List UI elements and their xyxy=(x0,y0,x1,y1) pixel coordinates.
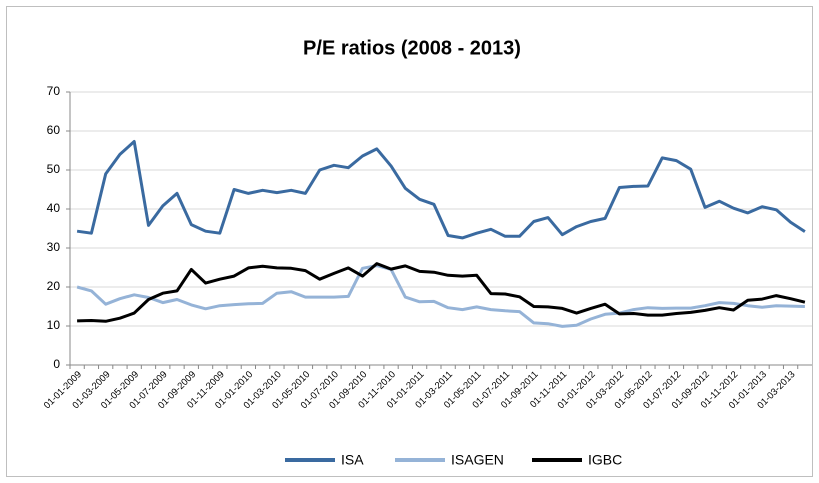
y-tick-label: 50 xyxy=(47,162,61,176)
series-line xyxy=(76,264,805,328)
y-tick-label: 40 xyxy=(47,201,61,215)
chart-title: P/E ratios (2008 - 2013) xyxy=(303,37,521,59)
series-line xyxy=(76,140,806,240)
legend-label: ISA xyxy=(341,452,364,468)
y-tick-label: 0 xyxy=(53,357,60,371)
y-tick-label: 60 xyxy=(47,123,61,137)
chart-border xyxy=(6,6,813,477)
y-tick-label: 30 xyxy=(47,240,61,254)
series-line xyxy=(77,262,806,323)
y-tick-label: 20 xyxy=(47,279,61,293)
legend-label: IGBC xyxy=(588,452,622,468)
legend-label: ISAGEN xyxy=(451,452,504,468)
y-tick-label: 70 xyxy=(47,84,61,98)
y-tick-label: 10 xyxy=(47,318,61,332)
